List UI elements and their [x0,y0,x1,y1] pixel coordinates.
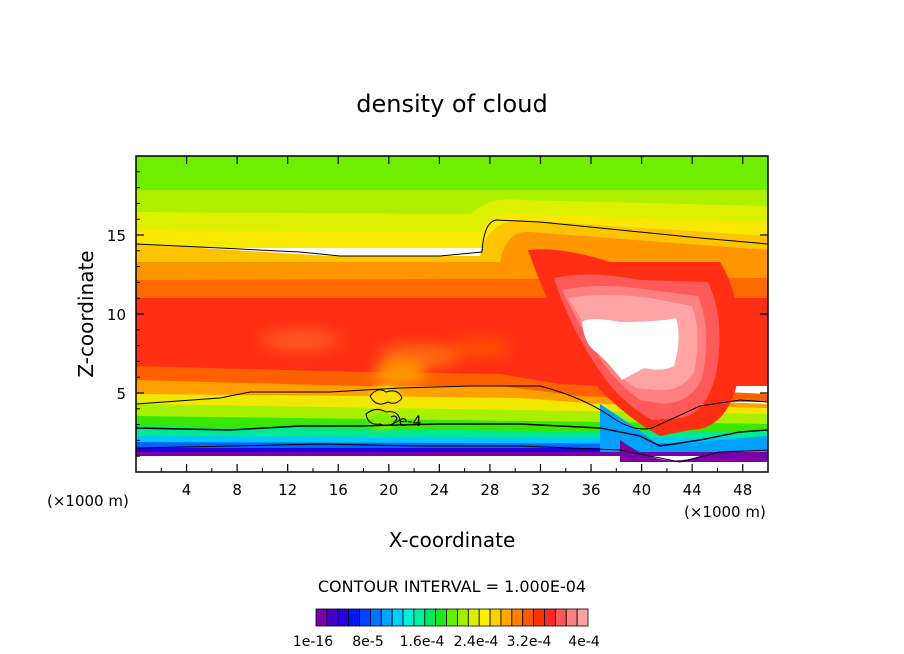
colorbar-swatch [380,608,393,627]
contour-line [136,385,768,430]
x-tick-label: 40 [632,481,651,499]
y-tick-label: 10 [107,306,126,324]
colorbar-swatch [522,608,534,627]
x-tick-label: 32 [531,481,550,499]
colorbar-swatch [337,608,350,627]
x-tick-label: 48 [733,481,752,499]
core-blob [260,330,340,350]
colorbar-label: 1e-16 [293,634,333,650]
colorbar-label: 4e-4 [568,634,600,650]
colorbar-swatch [369,608,382,627]
colorbar-swatch [478,608,491,627]
colorbar-swatch [413,608,426,627]
x-unit-label: (×1000 m) [684,503,766,521]
colorbar-labels: 1e-16 8e-5 1.6e-4 2.4e-4 3.2e-4 4e-4 [293,634,600,650]
y-tick-label: 5 [116,385,126,403]
colorbar-swatch [446,608,458,627]
colorbar-swatch [544,608,556,627]
colorbar-swatch [424,608,437,627]
y-axis: 5 10 15 [107,171,768,457]
x-tick-label: 36 [581,481,600,499]
colorbar-swatch [359,608,371,627]
field-band [620,440,768,462]
colorbar-swatch [435,608,447,627]
contour-line [365,408,401,426]
y-tick-label: 15 [107,227,126,245]
y-axis-label: Z-coordinate [74,250,98,377]
contour-line [369,389,403,405]
colorbar-swatch [348,608,360,627]
chart-title: density of cloud [356,90,547,118]
colorbar-swatch [467,608,480,627]
colorbar-swatch [402,608,415,627]
colorbar-swatch [511,608,524,627]
contour-interval-text: CONTOUR INTERVAL = 1.000E-04 [318,577,586,596]
x-tick-label: 20 [379,481,398,499]
contour-line [136,219,768,257]
x-tick-label: 44 [683,481,702,499]
colorbar-label: 3.2e-4 [507,634,552,650]
core-blob [450,338,510,358]
field-band [136,456,768,472]
colorbar-swatch [576,608,589,627]
colorbar-label: 2.4e-4 [454,634,499,650]
contour-lines [136,219,768,463]
x-tick-label: 4 [182,481,192,499]
updraft-blob [370,386,402,414]
z-unit-label: (×1000 m) [47,492,129,510]
contour-field [136,156,768,472]
colorbar-swatch [326,608,339,627]
x-tick-label: 8 [232,481,242,499]
x-tick-label: 28 [480,481,499,499]
colorbar-swatch [391,608,404,627]
colorbar-swatch [457,608,469,627]
core-blob [374,362,426,386]
contour-line [136,443,768,463]
colorbar-label: 8e-5 [352,634,383,650]
x-tick-label: 24 [430,481,449,499]
x-axis-label: X-coordinate [389,528,516,552]
contour-line [136,423,768,447]
x-axis: 4 8 12 16 20 24 28 32 36 40 44 48 [160,156,752,499]
field-band [136,156,768,196]
core-texture [260,330,510,386]
colorbar-swatch [554,608,567,627]
colorbar-swatch [500,608,513,627]
colorbar-label: 1.6e-4 [400,634,445,650]
x-tick-label: 12 [278,481,297,499]
contour-label: 2e-4 [390,414,422,430]
colorbar-swatch [315,608,328,627]
colorbar-swatch [565,608,578,627]
colorbar-swatch [489,608,502,627]
colorbar-swatch [533,608,545,627]
colorbar [315,608,589,627]
anvil-core [582,318,679,380]
field-band [600,404,768,452]
x-tick-label: 16 [329,481,348,499]
